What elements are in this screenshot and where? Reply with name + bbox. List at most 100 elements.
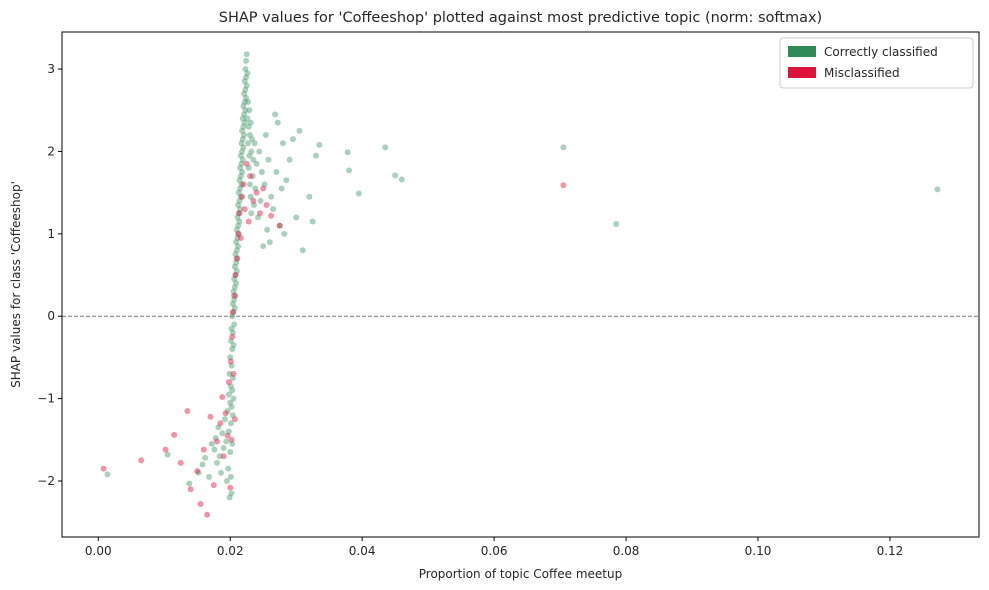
point-correct bbox=[227, 354, 234, 361]
point-correct bbox=[245, 140, 252, 147]
point-misclassified bbox=[227, 358, 234, 365]
point-correct bbox=[235, 202, 242, 208]
point-correct bbox=[244, 115, 251, 122]
y-axis-label: SHAP values for class 'Coffeeshop' bbox=[9, 181, 23, 388]
point-correct bbox=[202, 454, 209, 461]
point-misclassified bbox=[236, 210, 243, 217]
point-correct bbox=[226, 370, 233, 377]
point-correct bbox=[242, 66, 249, 73]
point-correct bbox=[230, 342, 237, 349]
point-correct bbox=[272, 111, 279, 118]
point-correct bbox=[250, 156, 257, 163]
point-correct bbox=[233, 259, 240, 266]
point-correct bbox=[239, 136, 246, 143]
point-correct bbox=[231, 263, 238, 270]
point-correct bbox=[231, 276, 238, 283]
point-correct bbox=[286, 156, 293, 163]
point-correct bbox=[231, 321, 238, 328]
point-correct bbox=[219, 430, 226, 437]
point-correct bbox=[293, 214, 300, 221]
point-misclassified bbox=[204, 511, 211, 518]
point-correct bbox=[265, 156, 272, 163]
point-correct bbox=[229, 412, 236, 419]
point-correct bbox=[224, 407, 231, 414]
point-correct bbox=[164, 451, 171, 458]
point-correct bbox=[247, 119, 254, 126]
point-correct bbox=[245, 99, 252, 106]
point-correct bbox=[241, 111, 248, 118]
legend-label: Misclassified bbox=[824, 66, 900, 80]
point-correct bbox=[247, 131, 254, 138]
point-correct bbox=[283, 177, 290, 184]
point-misclassified bbox=[210, 482, 217, 489]
point-correct bbox=[225, 428, 232, 435]
point-misclassified bbox=[187, 486, 194, 493]
point-correct bbox=[245, 123, 252, 130]
point-correct bbox=[186, 480, 193, 487]
point-correct bbox=[239, 148, 246, 155]
point-correct bbox=[239, 156, 246, 163]
point-correct bbox=[230, 309, 237, 316]
point-correct bbox=[244, 70, 251, 77]
point-misclassified bbox=[241, 206, 248, 213]
point-correct bbox=[256, 148, 263, 155]
x-tick-label: 0.12 bbox=[877, 544, 904, 558]
point-correct bbox=[229, 329, 236, 336]
point-correct bbox=[216, 453, 223, 460]
point-correct bbox=[236, 218, 243, 225]
point-correct bbox=[233, 247, 240, 254]
point-correct bbox=[232, 251, 239, 258]
point-correct bbox=[229, 346, 236, 353]
point-misclassified bbox=[219, 393, 226, 400]
point-correct bbox=[212, 435, 219, 442]
point-misclassified bbox=[230, 370, 237, 377]
point-correct bbox=[258, 169, 265, 176]
point-correct bbox=[228, 403, 235, 410]
point-correct bbox=[316, 141, 323, 148]
point-correct bbox=[227, 420, 234, 427]
point-correct bbox=[382, 144, 389, 151]
point-correct bbox=[233, 239, 240, 246]
point-correct bbox=[247, 181, 254, 188]
point-misclassified bbox=[243, 160, 250, 167]
point-correct bbox=[235, 230, 242, 237]
point-correct bbox=[257, 197, 264, 204]
point-correct bbox=[262, 131, 269, 138]
point-correct bbox=[270, 206, 277, 213]
point-correct bbox=[228, 325, 235, 332]
point-correct bbox=[234, 234, 241, 241]
point-misclassified bbox=[207, 413, 214, 420]
point-correct bbox=[237, 193, 244, 200]
point-correct bbox=[233, 267, 240, 274]
point-misclassified bbox=[197, 501, 204, 508]
point-correct bbox=[229, 375, 236, 381]
point-correct bbox=[239, 169, 246, 176]
point-correct bbox=[260, 243, 267, 250]
point-misclassified bbox=[268, 212, 275, 219]
x-tick-label: 0.10 bbox=[745, 544, 772, 558]
point-correct bbox=[236, 177, 243, 184]
point-correct bbox=[240, 103, 247, 110]
point-misclassified bbox=[260, 185, 267, 192]
point-correct bbox=[344, 149, 351, 156]
point-correct bbox=[250, 202, 257, 208]
point-correct bbox=[248, 148, 255, 155]
point-correct bbox=[206, 473, 213, 480]
point-misclassified bbox=[171, 431, 178, 438]
point-misclassified bbox=[194, 468, 201, 475]
point-correct bbox=[306, 193, 313, 200]
point-correct bbox=[309, 218, 316, 225]
point-correct bbox=[312, 152, 319, 159]
point-correct bbox=[195, 469, 202, 476]
x-tick-label: 0.02 bbox=[217, 544, 244, 558]
point-correct bbox=[243, 94, 250, 101]
point-correct bbox=[243, 51, 250, 58]
point-correct bbox=[235, 189, 242, 196]
point-correct bbox=[243, 57, 250, 64]
point-correct bbox=[232, 272, 239, 279]
point-correct bbox=[241, 119, 248, 126]
point-correct bbox=[228, 490, 235, 497]
point-misclassified bbox=[247, 173, 254, 180]
point-misclassified bbox=[276, 222, 283, 229]
point-misclassified bbox=[232, 272, 239, 279]
